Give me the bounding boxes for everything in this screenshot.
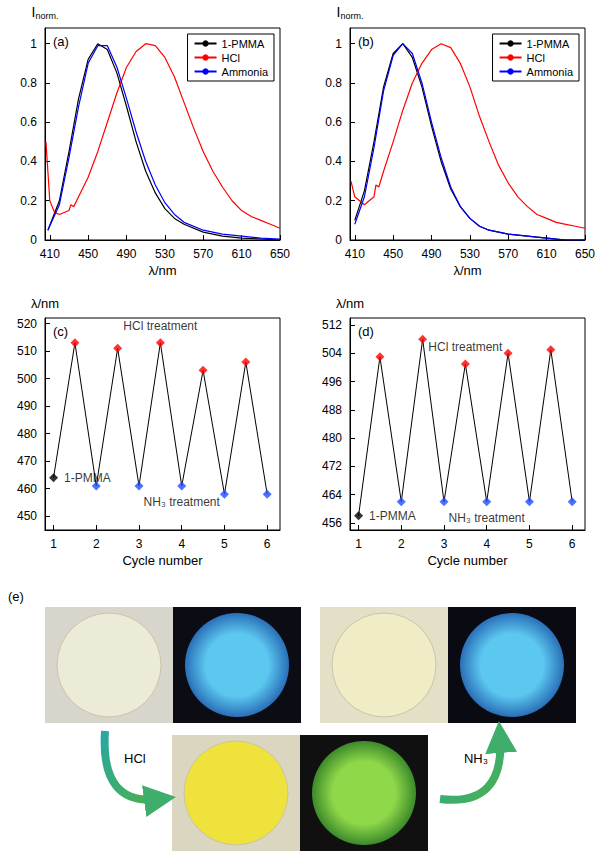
- svg-text:0.4: 0.4: [325, 154, 342, 168]
- svg-text:450: 450: [78, 247, 98, 261]
- svg-text:0: 0: [30, 233, 37, 247]
- svg-text:λ/nm: λ/nm: [31, 296, 59, 311]
- svg-text:480: 480: [17, 427, 37, 441]
- svg-text:510: 510: [17, 344, 37, 358]
- svg-text:λ/nm: λ/nm: [148, 263, 176, 278]
- svg-text:0.2: 0.2: [325, 194, 342, 208]
- svg-text:HCl treatment: HCl treatment: [428, 340, 503, 354]
- svg-text:(b): (b): [358, 34, 374, 49]
- svg-text:490: 490: [17, 399, 37, 413]
- svg-text:450: 450: [17, 509, 37, 523]
- svg-text:1: 1: [335, 37, 342, 51]
- svg-text:496: 496: [322, 375, 342, 389]
- svg-text:490: 490: [422, 247, 442, 261]
- svg-text:Cycle number: Cycle number: [427, 553, 508, 568]
- svg-text:λ/nm: λ/nm: [453, 263, 481, 278]
- svg-text:6: 6: [264, 537, 271, 551]
- svg-text:norm.: norm.: [340, 11, 363, 21]
- svg-text:464: 464: [322, 488, 342, 502]
- svg-text:HCl treatment: HCl treatment: [123, 319, 198, 333]
- svg-text:HCl: HCl: [222, 52, 240, 64]
- svg-text:488: 488: [322, 403, 342, 417]
- svg-text:570: 570: [193, 247, 213, 261]
- svg-text:Ammonia: Ammonia: [222, 66, 269, 78]
- svg-text:570: 570: [498, 247, 518, 261]
- svg-text:450: 450: [383, 247, 403, 261]
- svg-text:2: 2: [93, 537, 100, 551]
- svg-text:NH₃ treatment: NH₃ treatment: [449, 511, 526, 525]
- svg-text:5: 5: [221, 537, 228, 551]
- svg-text:2: 2: [398, 537, 405, 551]
- svg-text:0.2: 0.2: [20, 194, 37, 208]
- svg-text:1: 1: [50, 537, 57, 551]
- svg-text:I: I: [336, 3, 341, 20]
- svg-text:0: 0: [335, 233, 342, 247]
- svg-text:456: 456: [322, 516, 342, 530]
- svg-text:530: 530: [460, 247, 480, 261]
- svg-text:512: 512: [322, 318, 342, 332]
- svg-text:650: 650: [575, 247, 595, 261]
- svg-text:HCl: HCl: [527, 52, 545, 64]
- svg-text:1-PMMA: 1-PMMA: [369, 509, 416, 523]
- svg-text:480: 480: [322, 431, 342, 445]
- svg-text:NH₃ treatment: NH₃ treatment: [144, 495, 221, 509]
- svg-text:650: 650: [270, 247, 290, 261]
- svg-text:Cycle number: Cycle number: [122, 553, 203, 568]
- svg-text:1-PMMA: 1-PMMA: [527, 38, 570, 50]
- svg-text:610: 610: [537, 247, 557, 261]
- svg-text:610: 610: [232, 247, 252, 261]
- svg-text:0.4: 0.4: [20, 154, 37, 168]
- svg-text:3: 3: [136, 537, 143, 551]
- svg-text:3: 3: [441, 537, 448, 551]
- svg-text:0.8: 0.8: [325, 76, 342, 90]
- svg-text:λ/nm: λ/nm: [336, 296, 364, 311]
- svg-text:4: 4: [483, 537, 490, 551]
- svg-text:(c): (c): [53, 324, 68, 339]
- svg-text:0.6: 0.6: [20, 115, 37, 129]
- svg-text:490: 490: [117, 247, 137, 261]
- svg-text:(d): (d): [358, 324, 374, 339]
- svg-text:472: 472: [322, 459, 342, 473]
- svg-text:Ammonia: Ammonia: [527, 66, 574, 78]
- svg-text:500: 500: [17, 372, 37, 386]
- svg-text:1-PMMA: 1-PMMA: [64, 471, 111, 485]
- svg-text:5: 5: [526, 537, 533, 551]
- svg-text:410: 410: [345, 247, 365, 261]
- svg-text:0.8: 0.8: [20, 76, 37, 90]
- svg-text:(e): (e): [8, 589, 24, 604]
- svg-text:1: 1: [30, 37, 37, 51]
- svg-text:6: 6: [569, 537, 576, 551]
- svg-text:norm.: norm.: [35, 11, 58, 21]
- svg-text:I: I: [31, 3, 36, 20]
- svg-text:410: 410: [40, 247, 60, 261]
- svg-text:460: 460: [17, 482, 37, 496]
- svg-text:1: 1: [355, 537, 362, 551]
- svg-text:4: 4: [178, 537, 185, 551]
- svg-text:NH₃: NH₃: [464, 751, 488, 766]
- svg-text:(a): (a): [53, 34, 69, 49]
- svg-text:1-PMMA: 1-PMMA: [222, 38, 265, 50]
- svg-text:470: 470: [17, 454, 37, 468]
- svg-text:530: 530: [155, 247, 175, 261]
- svg-text:520: 520: [17, 317, 37, 331]
- svg-text:504: 504: [322, 346, 342, 360]
- svg-text:0.6: 0.6: [325, 115, 342, 129]
- svg-text:HCl: HCl: [124, 751, 146, 766]
